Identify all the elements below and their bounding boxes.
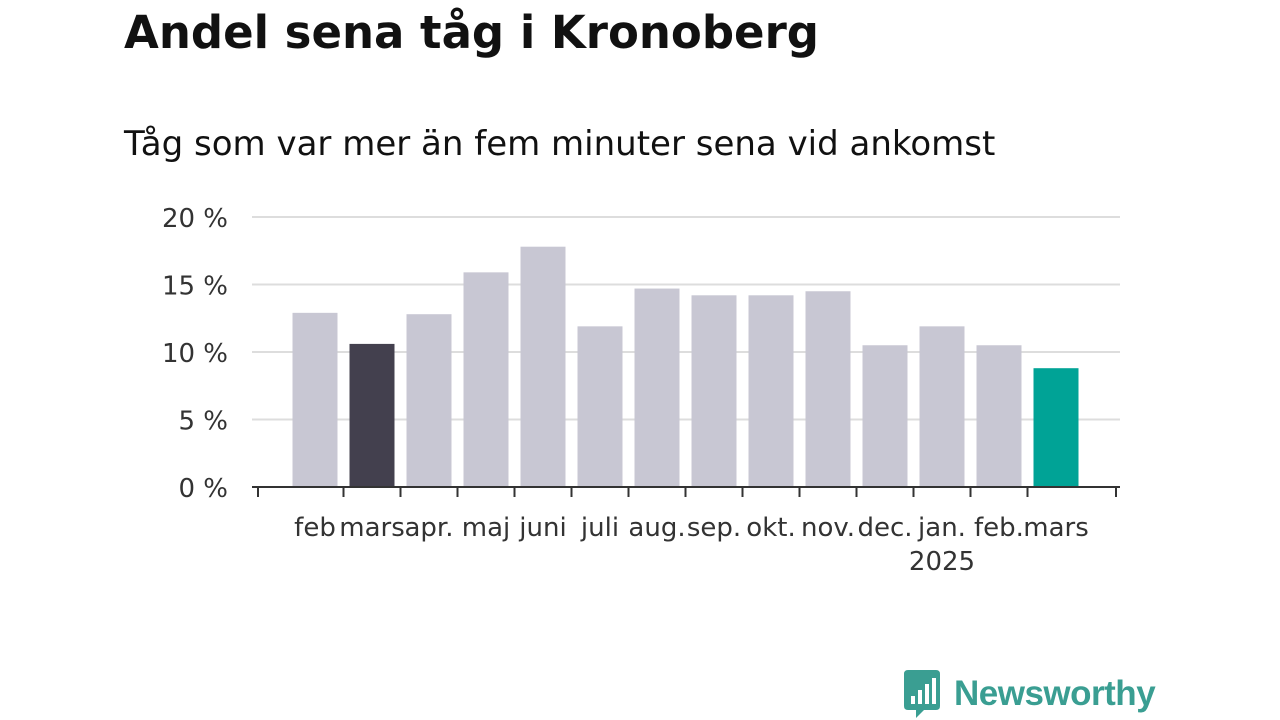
chart-title: Andel sena tåg i Kronoberg (124, 6, 819, 59)
x-tick-label: juli (580, 513, 619, 543)
bar (349, 343, 395, 487)
brand-name: Newsworthy (954, 674, 1156, 713)
x-tick-label: juni (518, 513, 566, 543)
x-tick-label: dec. (857, 513, 912, 543)
x-tick-label: apr. (404, 513, 453, 543)
bar (862, 345, 908, 487)
x-tick-label: feb. (974, 513, 1024, 543)
y-tick-label: 5 % (178, 407, 228, 437)
x-tick-label: maj (462, 513, 510, 543)
bar (520, 246, 566, 487)
y-tick-label: 15 % (162, 272, 228, 302)
x-year-label: 2025 (909, 547, 975, 577)
bar (691, 295, 737, 487)
newsworthy-logo-icon (904, 670, 940, 718)
x-tick-label: aug. (628, 513, 685, 543)
x-tick-label: jan. (917, 513, 966, 543)
bar (463, 272, 509, 487)
bar (406, 314, 452, 487)
x-tick-label: mars (1023, 513, 1089, 543)
y-tick-label: 0 % (178, 474, 228, 504)
bar (976, 345, 1022, 487)
chart-subtitle: Tåg som var mer än fem minuter sena vid … (124, 124, 996, 164)
bar (292, 312, 338, 487)
bar (1033, 368, 1079, 487)
x-tick-label: sep. (687, 513, 741, 543)
x-tick-label: okt. (746, 513, 795, 543)
bar (634, 288, 680, 487)
y-tick-label: 20 % (162, 204, 228, 234)
bar (748, 295, 794, 487)
bar (919, 326, 965, 487)
brand: Newsworthy (902, 670, 1156, 718)
x-tick-label: nov. (801, 513, 855, 543)
bar (805, 291, 851, 487)
x-tick-label: feb (294, 513, 336, 543)
y-tick-label: 10 % (162, 339, 228, 369)
x-tick-label: mars (339, 513, 405, 543)
bar (577, 326, 623, 487)
